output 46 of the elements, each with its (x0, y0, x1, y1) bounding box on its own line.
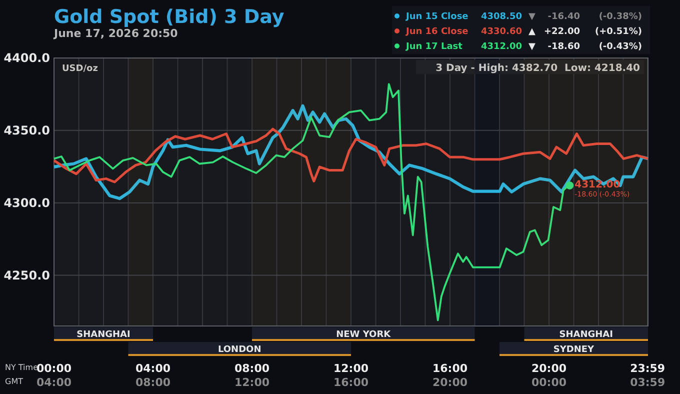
text: 4312.00 (481, 42, 522, 52)
x2-tick-label: 20:00 (432, 376, 468, 389)
y-tick-label: 4300.0 (4, 196, 50, 210)
x2-tick-label: 00:00 (531, 376, 567, 389)
text: 4330.60 (481, 27, 522, 38)
text: 4308.50 (481, 12, 522, 22)
text: ▼ (528, 12, 536, 22)
text: -18.60 (548, 42, 580, 52)
x2-tick-label: 08:00 (135, 376, 171, 389)
legend-label: Jun 16 Close (405, 27, 468, 38)
band-label: LONDON (218, 345, 262, 355)
text: -16.40 (548, 12, 580, 22)
annotation: 3 Day - High: 4382.70 Low: 4218.40 (436, 63, 640, 74)
annotation: 4312.00 (574, 179, 620, 190)
x-axis-title: NY Time (5, 363, 38, 372)
text: (-0.43%) (598, 42, 642, 52)
x2-tick-label: 12:00 (234, 376, 270, 389)
x-tick-label: 23:59 (630, 362, 666, 375)
y-tick-label: 4250.0 (4, 268, 50, 282)
legend-label: Jun 15 Close (405, 12, 468, 22)
band-label: NEW YORK (336, 330, 392, 340)
text: (+0.51%) (595, 27, 642, 38)
band-label: SHANGHAI (559, 330, 613, 340)
chart-title: Gold Spot (Bid) 3 Day (54, 6, 285, 28)
x2-tick-label: 16:00 (333, 376, 369, 389)
x2-tick-label: 04:00 (36, 376, 72, 389)
legend-label: Jun 17 Last (405, 42, 464, 52)
text: ▼ (528, 42, 536, 52)
y-axis-title: USD/oz (62, 64, 98, 74)
x-tick-label: 08:00 (234, 362, 270, 375)
x2-tick-label: 03:59 (630, 376, 666, 389)
band-label: SHANGHAI (76, 330, 130, 340)
x2-axis-title: GMT (5, 377, 24, 386)
text: ▲ (528, 27, 536, 38)
x-tick-label: 12:00 (333, 362, 369, 375)
chart-subtitle: June 17, 2026 20:50 (53, 27, 178, 40)
text: +22.00 (544, 27, 580, 38)
line-series (52, 104, 650, 200)
band-label: SYDNEY (553, 345, 595, 355)
y-tick-label: 4400.0 (4, 51, 50, 66)
x-tick-label: 16:00 (432, 362, 468, 375)
text: (-0.38%) (598, 12, 642, 22)
x-tick-label: 00:00 (36, 362, 72, 375)
x-tick-label: 20:00 (531, 362, 567, 375)
y-tick-label: 4350.0 (4, 124, 50, 138)
x-tick-label: 04:00 (135, 362, 171, 375)
